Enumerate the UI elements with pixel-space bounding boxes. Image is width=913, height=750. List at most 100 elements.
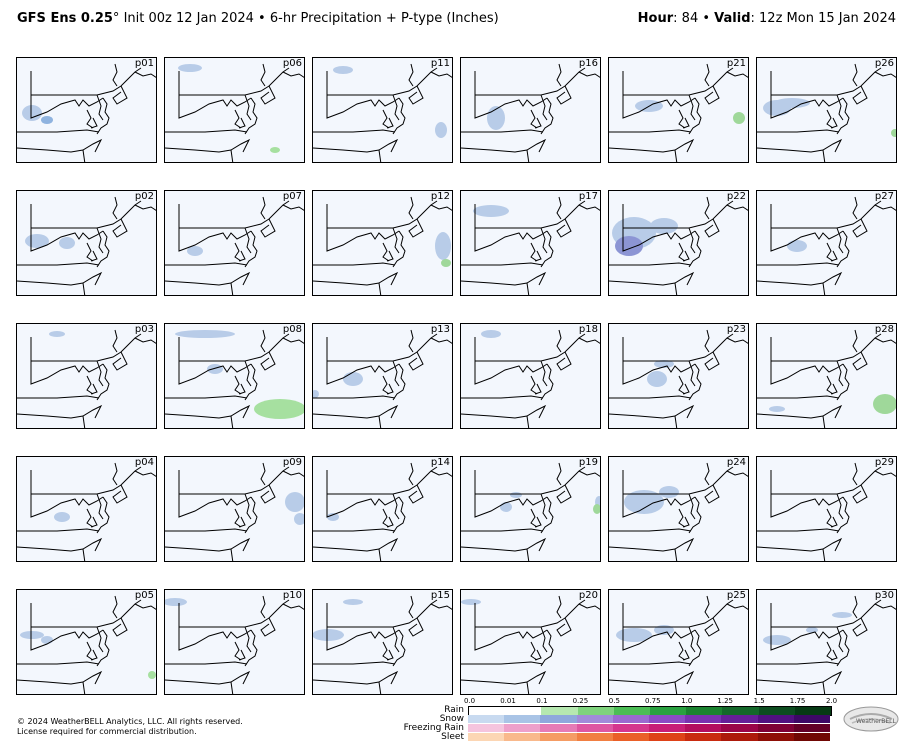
border-line bbox=[836, 626, 844, 653]
member-map bbox=[461, 196, 600, 295]
border-line bbox=[836, 94, 844, 121]
border-line bbox=[556, 85, 572, 105]
border-line bbox=[540, 94, 548, 121]
border-line bbox=[244, 626, 252, 653]
border-line bbox=[282, 337, 304, 344]
legend-swatch bbox=[469, 707, 506, 715]
border-line bbox=[874, 337, 896, 344]
border-line bbox=[313, 262, 396, 266]
member-label: p07 bbox=[282, 191, 302, 202]
border-line bbox=[556, 329, 562, 353]
member-map bbox=[461, 462, 600, 561]
legend-swatch bbox=[468, 733, 505, 741]
member-map bbox=[165, 595, 304, 694]
border-line bbox=[461, 404, 547, 419]
border-line bbox=[96, 493, 104, 520]
member-map bbox=[757, 595, 896, 694]
legend-swatch bbox=[793, 724, 831, 732]
border-line bbox=[461, 661, 544, 665]
border-line bbox=[326, 627, 400, 651]
border-line bbox=[234, 242, 242, 262]
member-map bbox=[165, 329, 304, 428]
ensemble-member-panel: p18 bbox=[460, 323, 601, 429]
border-line bbox=[178, 95, 252, 119]
precip-area bbox=[313, 390, 319, 398]
border-line bbox=[112, 218, 128, 238]
border-line bbox=[408, 595, 414, 619]
border-line bbox=[770, 333, 882, 362]
member-label: p30 bbox=[874, 590, 894, 601]
legend-swatch bbox=[576, 733, 613, 741]
precip-area bbox=[616, 628, 652, 642]
border-line bbox=[244, 227, 252, 254]
border-line bbox=[408, 617, 424, 637]
member-label: p23 bbox=[726, 324, 746, 335]
border-line bbox=[313, 670, 399, 685]
precip-area bbox=[650, 218, 678, 234]
border-line bbox=[852, 63, 858, 87]
border-line bbox=[757, 395, 840, 399]
border-line bbox=[540, 230, 554, 268]
precip-area bbox=[254, 399, 304, 419]
border-line bbox=[234, 109, 242, 129]
border-line bbox=[408, 484, 424, 504]
border-line bbox=[96, 94, 104, 121]
legend-tick: 0.75 bbox=[645, 697, 661, 705]
border-line bbox=[90, 250, 98, 262]
legend-swatch bbox=[468, 715, 505, 723]
border-line bbox=[688, 360, 696, 387]
border-line bbox=[313, 395, 396, 399]
logo-text: WeatherBELL bbox=[856, 718, 896, 725]
border-line bbox=[230, 415, 234, 428]
border-line bbox=[688, 230, 702, 268]
precip-area bbox=[891, 129, 896, 137]
border-line bbox=[526, 681, 530, 694]
border-line bbox=[408, 462, 414, 486]
member-map bbox=[165, 63, 304, 162]
precip-area bbox=[733, 112, 745, 124]
border-line bbox=[96, 360, 104, 387]
precip-area bbox=[270, 147, 280, 153]
border-line bbox=[134, 204, 156, 211]
border-line bbox=[230, 149, 234, 162]
border-line bbox=[757, 537, 843, 552]
border-line bbox=[260, 351, 276, 371]
border-line bbox=[234, 375, 242, 395]
border-line bbox=[326, 599, 438, 628]
weatherbell-logo-icon bbox=[843, 706, 899, 732]
member-map bbox=[17, 329, 156, 428]
precip-area bbox=[285, 492, 304, 512]
legend-tick: 1.75 bbox=[789, 697, 806, 705]
border-line bbox=[852, 484, 868, 504]
border-line bbox=[474, 95, 548, 119]
ensemble-member-panel: p14 bbox=[312, 456, 453, 562]
member-label: p26 bbox=[874, 58, 894, 69]
member-label: p21 bbox=[726, 58, 746, 69]
member-map bbox=[609, 329, 748, 428]
border-line bbox=[556, 218, 572, 238]
legend-swatch bbox=[758, 707, 795, 715]
border-line bbox=[461, 138, 547, 153]
precip-area bbox=[659, 486, 679, 498]
ensemble-member-panel: p23 bbox=[608, 323, 749, 429]
border-line bbox=[244, 360, 252, 387]
member-map bbox=[17, 196, 156, 295]
legend-swatch bbox=[504, 715, 541, 723]
border-line bbox=[86, 375, 94, 395]
border-line bbox=[578, 603, 600, 610]
border-line bbox=[392, 493, 400, 520]
border-line bbox=[678, 641, 686, 661]
ensemble-member-panel: p07 bbox=[164, 190, 305, 296]
border-line bbox=[674, 548, 678, 561]
border-line bbox=[134, 470, 156, 477]
ensemble-member-panel: p28 bbox=[756, 323, 897, 429]
border-line bbox=[386, 250, 394, 262]
legend-swatch bbox=[649, 733, 686, 741]
precip-area bbox=[49, 331, 65, 337]
hour-label: Hour bbox=[637, 11, 674, 26]
border-line bbox=[540, 629, 554, 667]
border-line bbox=[874, 204, 896, 211]
border-line bbox=[704, 196, 710, 220]
legend-swatch bbox=[504, 724, 541, 732]
ensemble-member-panel: p15 bbox=[312, 589, 453, 695]
